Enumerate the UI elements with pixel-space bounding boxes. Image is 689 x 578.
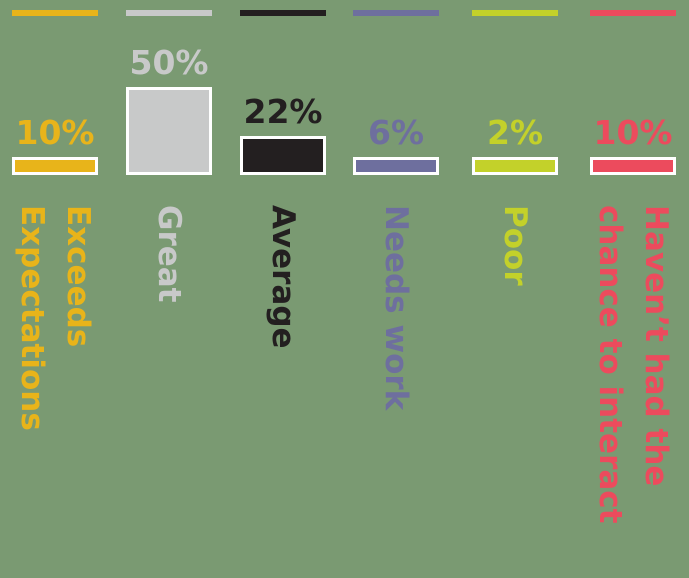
value-label-exceeds-expectations: 10%: [15, 113, 95, 152]
category-label-line: Haven’t had the: [638, 205, 674, 487]
category-label-line: Average: [265, 205, 301, 349]
category-label-needs-work: Needs work: [373, 205, 419, 410]
top-line-exceeds-expectations: [12, 10, 98, 16]
category-label-line: Expectations: [14, 205, 50, 431]
category-label-line: Needs work: [378, 205, 414, 411]
bar-exceeds-expectations: [12, 157, 98, 175]
category-label-poor: Poor: [492, 205, 538, 286]
bar-needs-work: [353, 157, 439, 175]
bar-haven-t-had-the-chance-to-interact: [590, 157, 676, 175]
value-label-poor: 2%: [486, 113, 544, 152]
value-label-great: 50%: [129, 43, 209, 82]
top-line-great: [126, 10, 212, 16]
category-label-line: Exceeds: [60, 205, 96, 348]
top-line-needs-work: [353, 10, 439, 16]
category-label-average: Average: [260, 205, 306, 349]
category-label-haven-t-had-the-chance-to-interact: Haven’t had the chance to interact: [587, 205, 679, 523]
category-label-line: Great: [151, 205, 187, 303]
top-line-poor: [472, 10, 558, 16]
top-line-haven-t-had-the-chance-to-interact: [590, 10, 676, 16]
value-label-needs-work: 6%: [367, 113, 425, 152]
value-label-haven-t-had-the-chance-to-interact: 10%: [593, 113, 673, 152]
bar-poor: [472, 157, 558, 175]
bar-great: [126, 87, 212, 175]
value-label-average: 22%: [243, 92, 323, 131]
category-label-line: Poor: [497, 205, 533, 286]
category-label-line: chance to interact: [592, 205, 628, 524]
top-line-average: [240, 10, 326, 16]
category-label-great: Great: [146, 205, 192, 303]
bar-average: [240, 136, 326, 175]
category-label-exceeds-expectations: Exceeds Expectations: [9, 205, 101, 431]
